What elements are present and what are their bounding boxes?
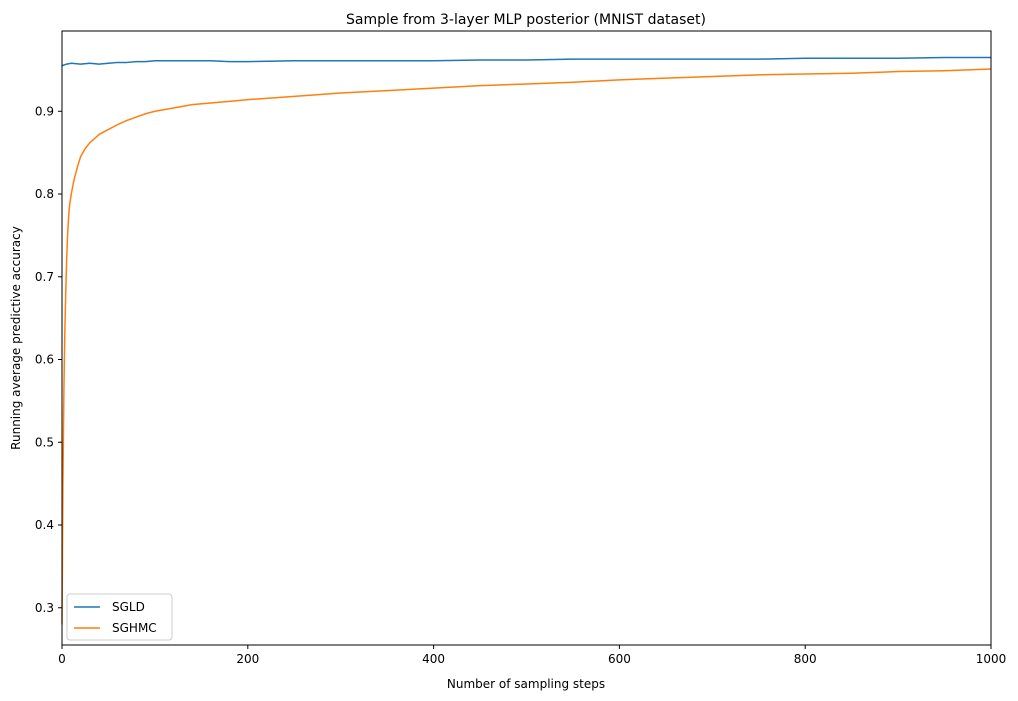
y-axis: 0.3 0.4 0.5 0.6 0.7 0.8 0.9 [35, 104, 62, 615]
y-tick-label: 0.8 [35, 187, 54, 201]
x-tick-label: 0 [58, 652, 66, 666]
y-tick-label: 0.6 [35, 353, 54, 367]
x-tick-label: 200 [236, 652, 259, 666]
y-tick-label: 0.9 [35, 104, 54, 118]
x-axis: 0 200 400 600 800 1000 [58, 645, 1006, 666]
y-tick-label: 0.5 [35, 435, 54, 449]
x-axis-label: Number of sampling steps [447, 677, 605, 691]
x-tick-label: 400 [422, 652, 445, 666]
chart-title: Sample from 3-layer MLP posterior (MNIST… [346, 12, 706, 28]
legend-label-sgld: SGLD [112, 600, 145, 614]
series-line-sgld [61, 56, 991, 67]
y-axis-label: Running average predictive accuracy [9, 226, 23, 450]
y-tick-label: 0.4 [35, 518, 54, 532]
legend: SGLD SGHMC [66, 593, 173, 641]
legend-label-sghmc: SGHMC [112, 621, 157, 635]
series-layer [61, 56, 992, 625]
x-tick-label: 600 [608, 652, 631, 666]
y-tick-label: 0.3 [35, 601, 54, 615]
y-tick-label: 0.7 [35, 270, 54, 284]
series-line-sghmc [61, 68, 992, 625]
x-tick-label: 800 [794, 652, 817, 666]
x-tick-label: 1000 [976, 652, 1007, 666]
plot-frame [61, 30, 992, 646]
